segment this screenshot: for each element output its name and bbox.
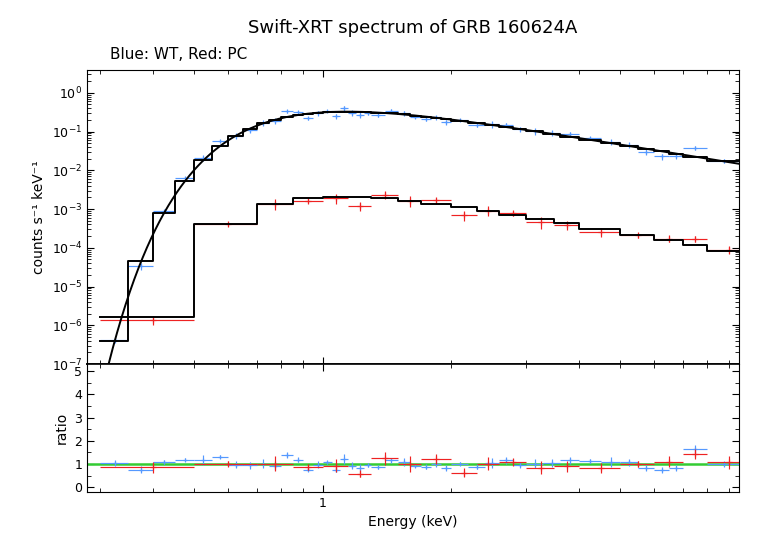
Y-axis label: counts s⁻¹ keV⁻¹: counts s⁻¹ keV⁻¹ [33,160,46,274]
X-axis label: Energy (keV): Energy (keV) [368,515,458,529]
Text: Blue: WT, Red: PC: Blue: WT, Red: PC [110,47,247,62]
Y-axis label: ratio: ratio [55,412,69,444]
Text: Swift-XRT spectrum of GRB 160624A: Swift-XRT spectrum of GRB 160624A [249,19,578,37]
